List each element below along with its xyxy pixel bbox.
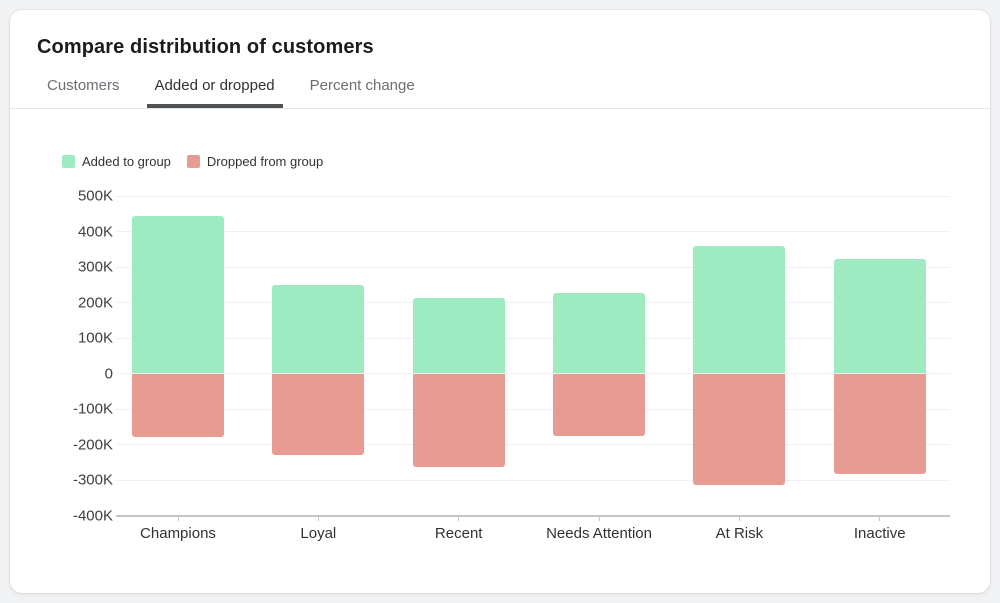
tab-percent-change[interactable]: Percent change xyxy=(309,77,415,94)
x-axis-tick xyxy=(879,516,881,521)
bar-dropped-at-risk[interactable] xyxy=(693,373,786,486)
x-axis-tick xyxy=(177,516,179,521)
x-axis-label: At Risk xyxy=(715,525,764,542)
chart-legend: Added to group Dropped from group xyxy=(62,154,323,169)
bar-dropped-needs-attention[interactable] xyxy=(553,373,646,437)
y-axis-tick-label: 500K xyxy=(77,187,113,205)
gridline xyxy=(116,302,950,303)
bar-added-champions[interactable] xyxy=(132,215,224,374)
bar-added-loyal[interactable] xyxy=(272,285,365,374)
added-dropped-bar-chart: 500K 400K 300K 200K 100K 0 -100K -200K -300K -400… xyxy=(10,10,990,593)
y-axis-tick-label: 0 xyxy=(104,365,113,382)
card-title: Compare distribution of customers xyxy=(37,36,374,58)
bar-added-at-risk[interactable] xyxy=(693,246,786,374)
y-axis-tick-label: -200K xyxy=(72,436,113,453)
y-axis-tick-label: -100K xyxy=(72,400,113,418)
tab-customers[interactable]: Customers xyxy=(47,77,120,94)
x-axis-tick xyxy=(598,516,600,521)
tab-added-or-dropped[interactable]: Added or dropped xyxy=(146,67,283,108)
x-axis-label: Inactive xyxy=(853,525,906,542)
bar-added-needs-attention[interactable] xyxy=(553,293,646,374)
gridline xyxy=(116,479,950,481)
x-axis-label: Needs Attention xyxy=(546,525,652,542)
y-axis-tick-label: -400K xyxy=(72,507,113,524)
y-axis-tick-label: -300K xyxy=(72,471,113,489)
x-axis-tick xyxy=(458,516,460,521)
bar-added-inactive[interactable] xyxy=(833,259,926,374)
bar-dropped-loyal[interactable] xyxy=(272,373,365,456)
x-axis-label: Champions xyxy=(140,525,216,542)
gridline xyxy=(116,373,950,374)
x-axis-line xyxy=(116,514,950,517)
bar-dropped-inactive[interactable] xyxy=(833,373,926,474)
bar-dropped-recent[interactable] xyxy=(412,373,505,468)
legend-swatch-added xyxy=(62,155,75,168)
legend-label-dropped: Dropped from group xyxy=(206,154,324,169)
bar-dropped-champions[interactable] xyxy=(132,373,224,438)
y-axis-tick-label: 200K xyxy=(77,294,113,311)
tab-bar: Customers Added or dropped Percent chang… xyxy=(10,67,990,109)
gridline xyxy=(116,231,950,232)
y-axis-tick-label: 400K xyxy=(77,223,113,240)
x-axis-label: Loyal xyxy=(300,525,337,542)
gridline xyxy=(116,195,950,197)
compare-distribution-card: Compare distribution of customers Custom… xyxy=(10,10,990,593)
legend-swatch-dropped xyxy=(186,155,200,168)
x-axis-tick xyxy=(317,516,319,521)
gridline xyxy=(116,266,950,268)
y-axis-tick-label: 300K xyxy=(77,258,113,276)
x-axis-tick xyxy=(738,516,740,521)
legend-item-added[interactable]: Added to group xyxy=(62,154,171,169)
legend-label-added: Added to group xyxy=(82,154,171,169)
x-axis-label: Recent xyxy=(434,525,483,542)
y-axis-tick-label: 100K xyxy=(77,329,113,347)
gridline xyxy=(116,444,950,445)
gridline xyxy=(116,408,950,410)
gridline xyxy=(116,337,950,339)
legend-item-dropped[interactable]: Dropped from group xyxy=(186,154,324,169)
bar-added-recent[interactable] xyxy=(412,297,505,374)
